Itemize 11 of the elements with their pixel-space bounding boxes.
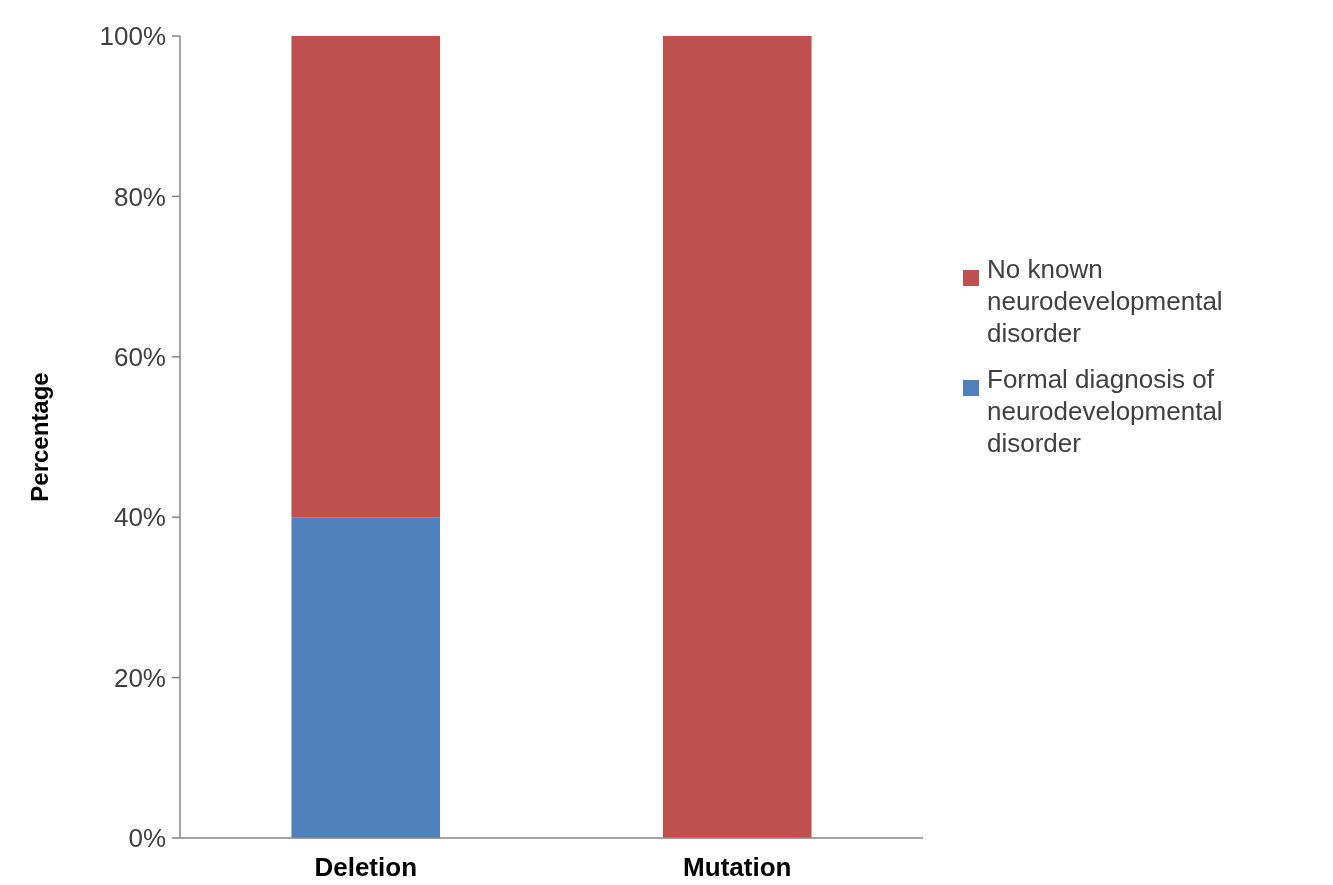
y-tick-label: 20% (113, 662, 166, 693)
y-tick-label: 80% (113, 181, 166, 212)
x-tick-label: Deletion (314, 852, 418, 882)
legend-label: Formal diagnosis of neurodevelopmental disorder (987, 364, 1223, 458)
y-tick-label: 60% (113, 341, 166, 372)
y-tick-label: 40% (113, 502, 166, 533)
y-tick-label: 100% (99, 21, 166, 52)
y-tick-label: 0% (128, 823, 166, 854)
legend-label: No known neurodevelopmental disorder (987, 254, 1223, 348)
y-axis-title: Percentage (26, 372, 53, 502)
x-tick-label: Mutation (683, 852, 792, 882)
